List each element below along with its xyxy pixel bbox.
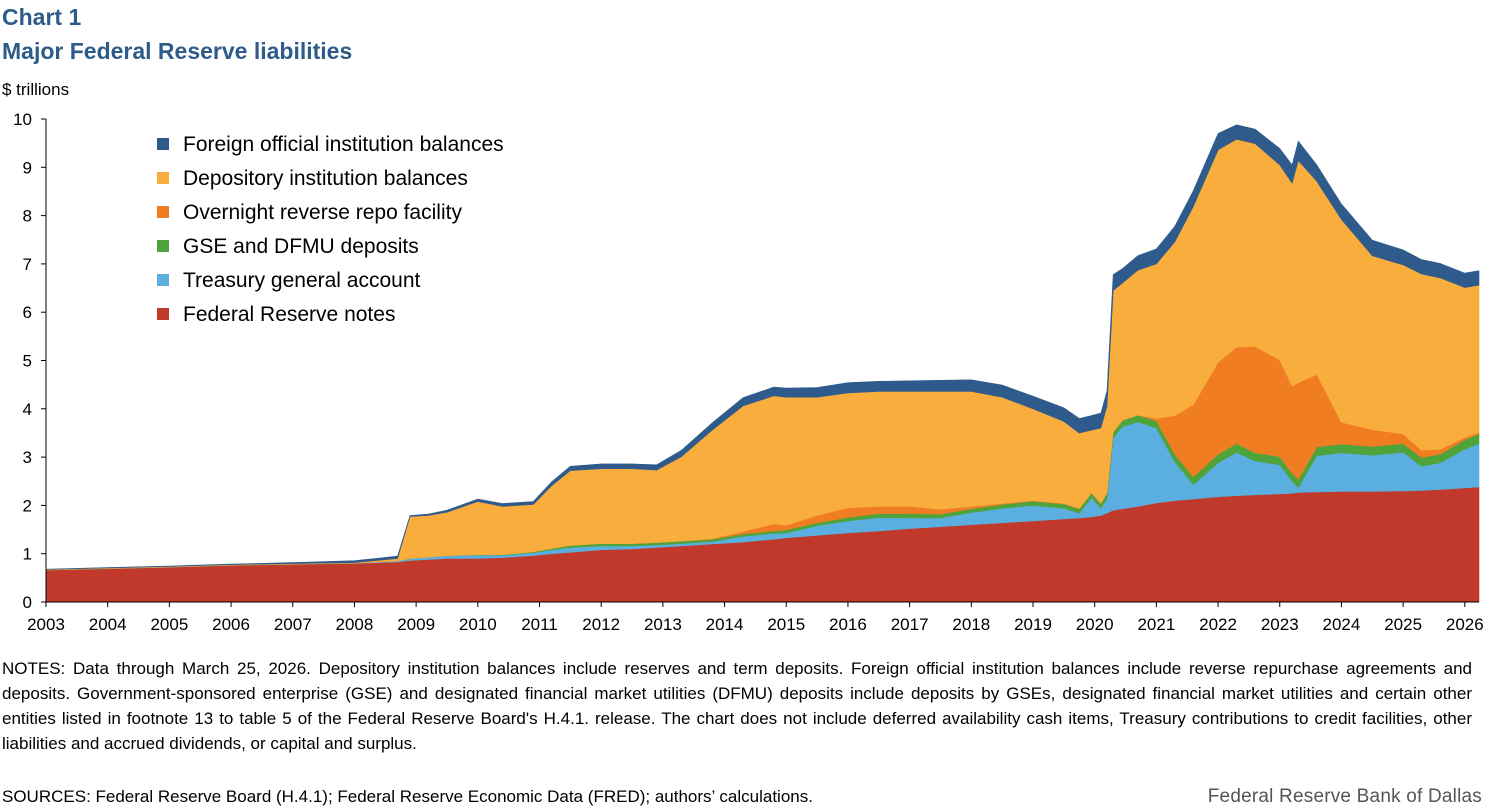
y-tick-label: 8 — [23, 207, 32, 226]
y-tick-label: 3 — [23, 448, 32, 467]
legend-label: GSE and DFMU deposits — [183, 235, 419, 258]
x-tick-label: 2024 — [1323, 615, 1361, 634]
x-tick-label: 2015 — [767, 615, 805, 634]
x-tick-label: 2016 — [829, 615, 867, 634]
x-tick-label: 2014 — [706, 615, 744, 634]
x-tick-label: 2022 — [1199, 615, 1237, 634]
y-tick-label: 10 — [13, 110, 32, 129]
x-tick-label: 2005 — [150, 615, 188, 634]
x-tick-label: 2020 — [1076, 615, 1114, 634]
x-tick-label: 2008 — [336, 615, 374, 634]
legend-label: Depository institution balances — [183, 167, 468, 190]
stacked-areas — [45, 124, 1480, 603]
legend-item-gse-and-dfmu-deposits: GSE and DFMU deposits — [157, 235, 419, 258]
x-tick-label: 2011 — [521, 615, 558, 634]
legend-item-foreign-official-institution-balances: Foreign official institution balances — [157, 133, 504, 156]
x-tick-label: 2009 — [397, 615, 435, 634]
legend-swatch — [157, 206, 169, 218]
x-tick-label: 2019 — [1014, 615, 1052, 634]
axes: 0 1 2 3 4 5 6 7 8 9 10 2003 2004 2005 2006 2007 2008 2009… — [13, 110, 1484, 634]
legend-label: Federal Reserve notes — [183, 303, 395, 326]
legend-item-overnight-reverse-repo-facility: Overnight reverse repo facility — [157, 201, 462, 224]
brand-logo-text: Federal Reserve Bank of Dallas — [1207, 786, 1482, 807]
chart-sources: SOURCES: Federal Reserve Board (H.4.1); … — [2, 787, 813, 806]
x-tick-label: 2012 — [582, 615, 620, 634]
x-tick-label: 2007 — [274, 615, 312, 634]
x-tick-label: 2004 — [89, 615, 127, 634]
chart-notes: NOTES: Data through March 25, 2026. Depo… — [2, 659, 1472, 753]
x-tick-label: 2013 — [644, 615, 682, 634]
x-tick-label: 2003 — [27, 615, 65, 634]
area-foreign-official-institution-balances — [45, 124, 1480, 570]
y-tick-label: 0 — [23, 593, 32, 612]
y-tick-label: 2 — [23, 496, 32, 515]
y-tick-label: 4 — [23, 400, 32, 419]
y-tick-label: 7 — [23, 255, 32, 274]
x-tick-label: 2023 — [1261, 615, 1299, 634]
legend-label: Treasury general account — [183, 269, 421, 292]
legend-item-depository-institution-balances: Depository institution balances — [157, 167, 468, 190]
legend-item-treasury-general-account: Treasury general account — [157, 269, 421, 292]
legend-swatch — [157, 274, 169, 286]
legend-swatch — [157, 240, 169, 252]
x-tick-label: 2018 — [952, 615, 990, 634]
legend-swatch — [157, 308, 169, 320]
y-tick-label: 1 — [23, 545, 32, 564]
x-tick-label: 2021 — [1137, 615, 1175, 634]
x-tick-label: 2017 — [891, 615, 929, 634]
y-axis-unit-label: $ trillions — [2, 80, 70, 99]
y-tick-label: 6 — [23, 303, 32, 322]
y-tick-label: 9 — [23, 158, 32, 177]
chart-label: Chart 1 — [2, 4, 82, 30]
x-tick-label: 2025 — [1384, 615, 1422, 634]
x-tick-label: 2026 — [1446, 615, 1484, 634]
x-tick-label: 2010 — [459, 615, 497, 634]
legend-item-federal-reserve-notes: Federal Reserve notes — [157, 303, 395, 326]
legend-label: Foreign official institution balances — [183, 133, 504, 156]
y-tick-label: 5 — [23, 352, 32, 371]
legend-label: Overnight reverse repo facility — [183, 201, 462, 224]
legend-swatch — [157, 138, 169, 150]
chart-plot: 0 1 2 3 4 5 6 7 8 9 10 2003 2004 2005 2006 2007 2008 2009… — [13, 110, 1484, 634]
legend-swatch — [157, 172, 169, 184]
chart-title: Major Federal Reserve liabilities — [2, 38, 353, 64]
x-tick-label: 2006 — [212, 615, 250, 634]
legend: Foreign official institution balances Dep… — [157, 133, 504, 326]
